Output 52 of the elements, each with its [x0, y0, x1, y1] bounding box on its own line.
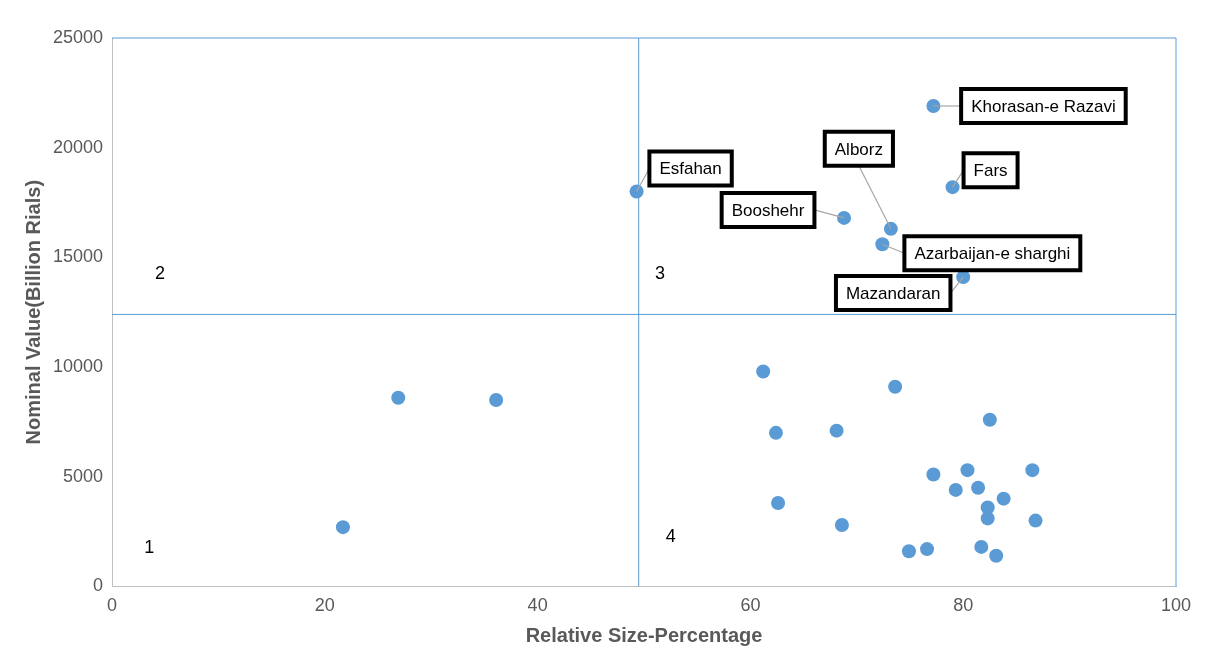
x-tick-label: 20: [314, 595, 335, 616]
point: [837, 210, 852, 225]
y-tick-label: 5000: [63, 465, 104, 486]
point: [756, 364, 771, 379]
annotation: Booshehr: [731, 200, 805, 220]
point: [996, 491, 1011, 506]
point: [926, 467, 941, 482]
point: [1028, 513, 1043, 528]
y-tick-label: 10000: [52, 356, 104, 377]
x-tick-label: 0: [107, 595, 118, 616]
point: [883, 221, 898, 236]
annotation: Esfahan: [659, 159, 722, 179]
x-tick-label: 100: [1160, 595, 1192, 616]
point: [901, 544, 916, 559]
x-tick-label: 60: [740, 595, 761, 616]
y-tick-label: 0: [93, 575, 104, 596]
point: [920, 542, 935, 557]
point: [945, 180, 960, 195]
point: [489, 392, 504, 407]
point: [948, 482, 963, 497]
point: [982, 412, 997, 427]
annotation: Mazandaran: [845, 283, 941, 303]
point: [971, 480, 986, 495]
annotation: 2: [154, 262, 165, 283]
annotation: Alborz: [834, 139, 883, 159]
point: [829, 423, 844, 438]
point: [974, 539, 989, 554]
point: [335, 520, 350, 535]
x-axis-title: Relative Size-Percentage: [525, 623, 763, 646]
x-tick-label: 80: [953, 595, 974, 616]
point: [980, 511, 995, 526]
annotation: 4: [665, 526, 676, 547]
annotation: Fars: [973, 160, 1008, 180]
point: [834, 517, 849, 532]
point: [1025, 463, 1040, 478]
point: [926, 99, 941, 113]
point: [960, 463, 975, 478]
point: [875, 237, 890, 252]
y-axis-title: Nominal Value(Billion Rials): [21, 179, 44, 445]
annotation: Azarbaijan-e sharghi: [914, 243, 1071, 263]
x-tick-label: 40: [527, 595, 548, 616]
annotation: Khorasan-e Razavi: [971, 96, 1116, 116]
point: [771, 496, 786, 511]
point: [888, 379, 903, 394]
point: [768, 425, 783, 440]
point: [391, 390, 406, 405]
annotation: 3: [654, 262, 665, 283]
y-tick-label: 20000: [52, 136, 104, 157]
annotation: 1: [144, 536, 155, 557]
point: [989, 548, 1004, 563]
y-tick-label: 15000: [52, 246, 104, 267]
y-tick-label: 25000: [52, 26, 104, 47]
